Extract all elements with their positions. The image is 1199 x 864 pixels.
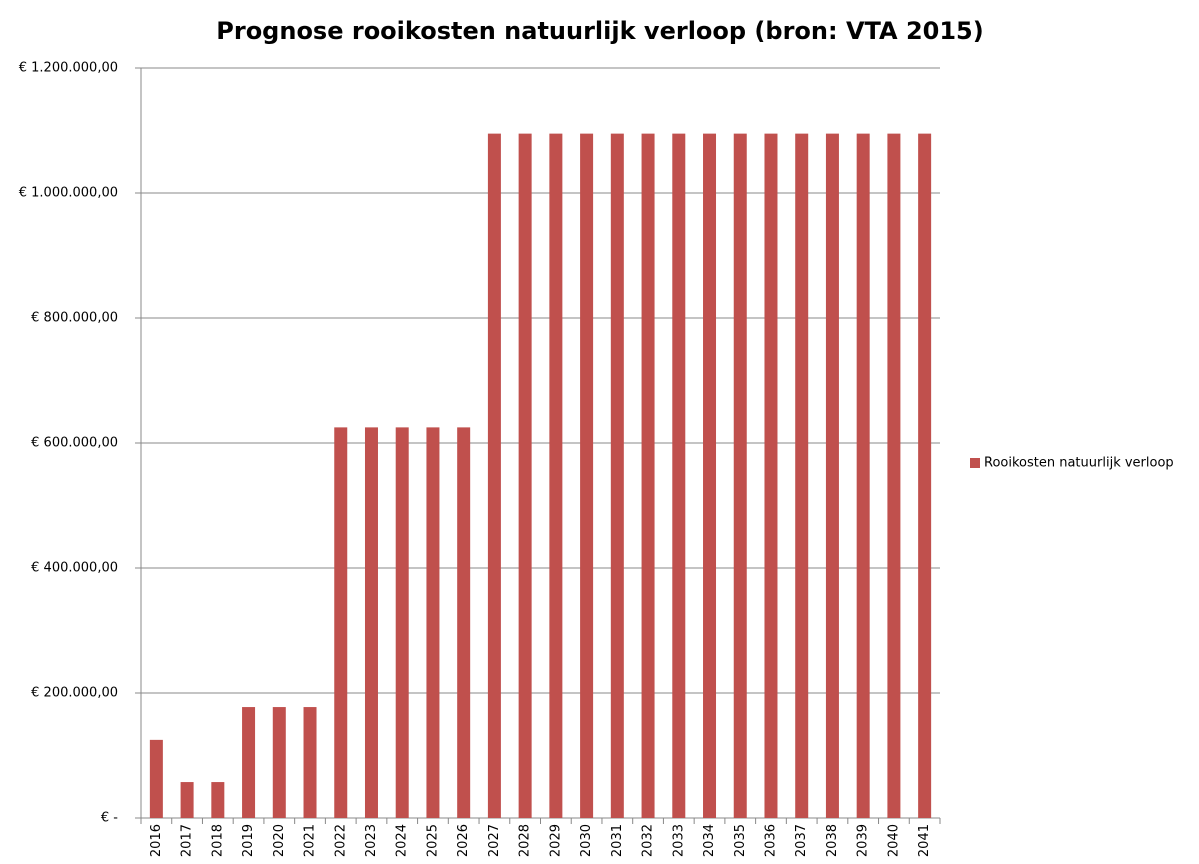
- x-tick-label: 2041: [917, 824, 932, 857]
- bar: [825, 133, 839, 818]
- x-tick-label: 2019: [241, 824, 256, 857]
- bar: [149, 739, 163, 818]
- bar: [549, 133, 563, 818]
- bar: [672, 133, 686, 818]
- bar: [733, 133, 747, 818]
- x-tick-label: 2021: [303, 824, 318, 857]
- x-tick-label: 2037: [794, 824, 809, 857]
- legend-label: Rooikosten natuurlijk verloop: [984, 456, 1174, 471]
- x-tick-label: 2020: [272, 824, 287, 857]
- y-tick-label: € 800.000,00: [31, 311, 118, 326]
- x-tick-label: 2024: [395, 824, 410, 857]
- bar: [457, 427, 471, 818]
- x-tick-label: 2030: [579, 824, 594, 857]
- x-tick-label: 2029: [548, 824, 563, 857]
- bar: [518, 133, 532, 818]
- bar: [580, 133, 594, 818]
- bar: [211, 782, 225, 818]
- bar: [180, 782, 194, 818]
- x-tick-label: 2031: [610, 824, 625, 857]
- x-tick-label: 2036: [763, 824, 778, 857]
- y-tick-label: € 400.000,00: [31, 561, 118, 576]
- x-tick-label: 2039: [856, 824, 871, 857]
- bar: [242, 707, 256, 818]
- bar: [487, 133, 501, 818]
- bar: [887, 133, 901, 818]
- bar: [364, 427, 378, 818]
- x-tick-label: 2038: [825, 824, 840, 857]
- bar: [795, 133, 809, 818]
- bar: [272, 707, 286, 818]
- x-tick-label: 2034: [702, 824, 717, 857]
- x-tick-label: 2032: [641, 824, 656, 857]
- y-tick-label: € 1.000.000,00: [19, 186, 118, 201]
- chart-title: Prognose rooikosten natuurlijk verloop (…: [216, 17, 983, 45]
- bar: [918, 133, 932, 818]
- y-tick-label: € 600.000,00: [31, 436, 118, 451]
- bar: [426, 427, 440, 818]
- x-tick-label: 2025: [425, 824, 440, 857]
- x-tick-label: 2033: [671, 824, 686, 857]
- x-tick-label: 2022: [333, 824, 348, 857]
- bar: [334, 427, 348, 818]
- x-tick-label: 2028: [518, 824, 533, 857]
- bar: [703, 133, 717, 818]
- bar: [610, 133, 624, 818]
- x-tick-label: 2017: [180, 824, 195, 857]
- x-tick-label: 2018: [210, 824, 225, 857]
- y-tick-label: € 200.000,00: [31, 686, 118, 701]
- x-tick-label: 2027: [487, 824, 502, 857]
- y-tick-label: € 1.200.000,00: [19, 61, 118, 76]
- bar: [303, 707, 317, 818]
- x-tick-label: 2026: [456, 824, 471, 857]
- bar: [856, 133, 870, 818]
- bar: [395, 427, 409, 818]
- x-tick-label: 2016: [149, 824, 164, 857]
- bar: [764, 133, 778, 818]
- bar: [641, 133, 655, 818]
- y-tick-label: € -: [101, 811, 118, 826]
- x-tick-label: 2040: [886, 824, 901, 857]
- x-tick-label: 2035: [733, 824, 748, 857]
- x-tick-label: 2023: [364, 824, 379, 857]
- legend-swatch: [970, 458, 980, 468]
